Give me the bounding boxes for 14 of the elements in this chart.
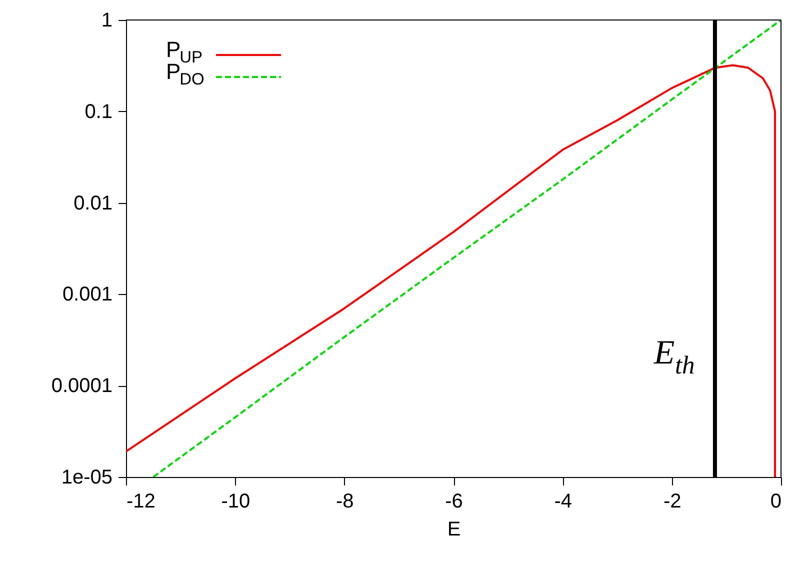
y-tick-label: 1e-05 [61,466,112,488]
x-tick-label: -4 [554,490,572,512]
x-axis-title: E [447,518,461,540]
x-tick-label: 0 [770,490,782,512]
x-tick-label: -2 [663,490,682,512]
y-tick-label: 1 [101,10,112,32]
y-tick-label: 0.0001 [51,375,112,398]
x-tick-label: -10 [221,490,250,512]
y-tick-label: 0.01 [74,192,112,214]
x-tick-label: -6 [445,490,463,512]
x-tick-label: -8 [336,490,354,512]
y-tick-label: 0.001 [62,284,112,306]
y-tick-label: 0.1 [84,100,112,123]
x-tick-label: -12 [126,490,156,512]
